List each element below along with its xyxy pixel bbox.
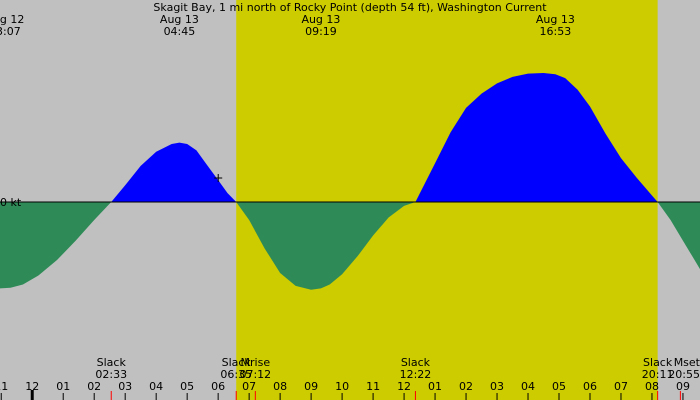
current-area bbox=[0, 73, 700, 290]
hour-tick-label: 03 bbox=[490, 380, 504, 393]
event-name: Mrise bbox=[241, 356, 271, 369]
flood-segment bbox=[111, 142, 237, 202]
hour-tick-label: 06 bbox=[583, 380, 597, 393]
top-label-time: 16:53 bbox=[540, 25, 572, 38]
hour-tick-label: 05 bbox=[180, 380, 194, 393]
event-time: 02:33 bbox=[95, 368, 127, 381]
ebb-segment bbox=[0, 202, 112, 289]
event-time: 20:55 bbox=[668, 368, 700, 381]
event-labels: Slack02:33Slack06:35Mrise07:12Slack12:22… bbox=[95, 356, 700, 400]
hour-tick-label: 02 bbox=[87, 380, 101, 393]
ebb-segment bbox=[657, 202, 700, 270]
top-label-date: Aug 12 bbox=[0, 13, 24, 26]
hour-tick-label: 01 bbox=[428, 380, 442, 393]
top-label-date: Aug 13 bbox=[160, 13, 199, 26]
event-name: Slack bbox=[97, 356, 127, 369]
hour-tick-label: 03 bbox=[118, 380, 132, 393]
now-marker bbox=[214, 174, 223, 182]
top-label-date: Aug 13 bbox=[536, 13, 575, 26]
hour-tick-label: 05 bbox=[552, 380, 566, 393]
hour-tick-label: 09 bbox=[676, 380, 690, 393]
hour-tick-label: 10 bbox=[335, 380, 349, 393]
hour-tick-label: 08 bbox=[645, 380, 659, 393]
chart-title: Skagit Bay, 1 mi north of Rocky Point (d… bbox=[153, 1, 547, 14]
hour-tick-label: 02 bbox=[459, 380, 473, 393]
top-label-time: 04:45 bbox=[164, 25, 196, 38]
ebb-segment bbox=[236, 202, 416, 290]
event-name: Slack bbox=[401, 356, 431, 369]
y-unit-label: 0 kt bbox=[0, 196, 22, 209]
hour-tick-label: 04 bbox=[521, 380, 535, 393]
event-name: Slack bbox=[643, 356, 673, 369]
hour-tick-label: 11 bbox=[366, 380, 380, 393]
hour-ticks: 11 12 01 02 03 04 05 06 07 08 09 10 11 12 01 02 03 04 05 06… bbox=[0, 380, 690, 400]
hour-tick-label: 06 bbox=[211, 380, 225, 393]
hour-tick-label: 12 bbox=[397, 380, 411, 393]
event-time: 07:12 bbox=[239, 368, 271, 381]
hour-tick-label: 09 bbox=[304, 380, 318, 393]
hour-tick-label: 01 bbox=[56, 380, 70, 393]
top-label-time: 09:19 bbox=[305, 25, 337, 38]
hour-tick-label: 12 bbox=[25, 380, 39, 393]
event-name: Mset bbox=[674, 356, 700, 369]
event-time: 20:11 bbox=[642, 368, 674, 381]
event-name: Slack bbox=[222, 356, 252, 369]
hour-tick-label: 07 bbox=[614, 380, 628, 393]
event-time: 12:22 bbox=[400, 368, 432, 381]
hour-tick-label: 04 bbox=[149, 380, 163, 393]
hour-tick-label: 11 bbox=[0, 380, 8, 393]
event-time: 06:35 bbox=[220, 368, 252, 381]
hour-tick-label: 07 bbox=[242, 380, 256, 393]
top-label-time: 23:07 bbox=[0, 25, 21, 38]
top-label-date: Aug 13 bbox=[301, 13, 340, 26]
flood-segment bbox=[415, 73, 658, 202]
hour-tick-label: 08 bbox=[273, 380, 287, 393]
